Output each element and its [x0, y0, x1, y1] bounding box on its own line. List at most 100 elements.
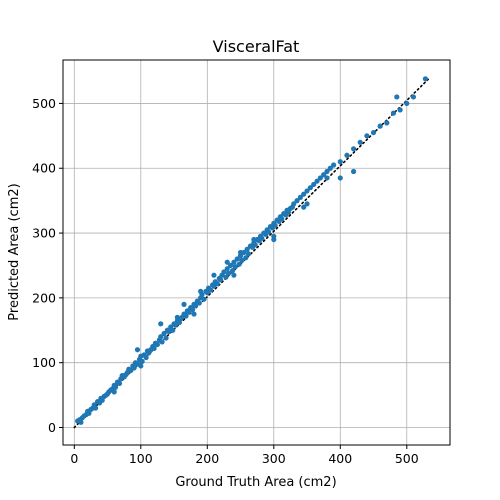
- data-point: [314, 178, 320, 184]
- data-point: [224, 266, 230, 272]
- y-tick-label: 400: [32, 161, 56, 176]
- y-tick-label: 0: [48, 420, 56, 435]
- data-point: [304, 201, 310, 207]
- data-point: [327, 165, 333, 171]
- data-point: [198, 288, 204, 294]
- x-tick-label: 200: [195, 451, 219, 466]
- data-point: [163, 335, 169, 341]
- data-point: [151, 345, 157, 352]
- data-point: [161, 330, 167, 337]
- data-point: [265, 229, 272, 235]
- data-point: [111, 389, 117, 395]
- y-tick-label: 300: [32, 226, 56, 241]
- data-point: [170, 327, 176, 333]
- data-point: [208, 287, 214, 293]
- y-tick-label: 500: [32, 96, 56, 111]
- data-point: [138, 363, 144, 369]
- data-point: [350, 168, 357, 175]
- plot-frame: [62, 59, 451, 446]
- data-point: [186, 309, 192, 315]
- x-tick-label: 300: [262, 451, 286, 466]
- x-tick-label: 100: [129, 451, 153, 466]
- data-point: [301, 191, 307, 197]
- data-point: [364, 133, 370, 139]
- data-point: [344, 152, 350, 158]
- chart-title: VisceralFat: [213, 37, 300, 56]
- data-point: [236, 261, 242, 267]
- data-point: [134, 347, 141, 353]
- data-point: [304, 188, 310, 194]
- data-point: [158, 334, 164, 340]
- data-point: [243, 255, 249, 261]
- data-point: [192, 303, 198, 309]
- data-point: [221, 269, 227, 275]
- data-point: [183, 313, 189, 319]
- data-point: [321, 172, 327, 178]
- x-axis-label: Ground Truth Area (cm2): [175, 475, 336, 490]
- data-point: [245, 251, 252, 257]
- data-point: [196, 300, 202, 306]
- data-point: [231, 272, 237, 278]
- data-point: [217, 277, 224, 283]
- data-point: [324, 168, 330, 175]
- data-point: [272, 222, 278, 228]
- data-point: [390, 110, 397, 116]
- data-point: [201, 296, 207, 302]
- data-point: [211, 272, 217, 278]
- y-tick-label: 100: [32, 355, 56, 370]
- grid: [63, 60, 450, 445]
- data-point: [190, 306, 196, 313]
- data-point: [294, 198, 300, 204]
- data-point: [251, 236, 257, 243]
- data-point: [337, 175, 343, 181]
- y-tick-label: 200: [32, 290, 56, 305]
- x-tick-label: 0: [70, 451, 78, 466]
- data-point: [307, 185, 313, 191]
- x-tick-label: 500: [395, 451, 419, 466]
- data-point: [277, 214, 284, 220]
- data-point: [317, 175, 323, 181]
- data-point: [181, 301, 187, 307]
- data-point: [284, 207, 290, 213]
- data-point: [223, 274, 229, 280]
- data-point: [271, 236, 277, 243]
- data-point: [116, 380, 123, 387]
- data-point: [239, 257, 245, 263]
- data-point: [350, 146, 357, 152]
- data-point: [384, 120, 390, 126]
- data-point: [121, 373, 127, 379]
- data-point: [297, 194, 303, 201]
- data-point: [78, 419, 84, 425]
- data-point: [214, 281, 220, 287]
- data-point: [234, 256, 240, 262]
- data-point: [252, 242, 258, 248]
- data-point: [174, 314, 180, 320]
- data-point: [224, 259, 230, 265]
- data-point: [357, 139, 363, 145]
- data-point: [301, 204, 307, 210]
- data-point: [154, 341, 161, 348]
- data-point: [377, 123, 383, 129]
- data-point: [159, 339, 165, 345]
- data-point: [99, 397, 105, 403]
- data-point: [92, 405, 99, 411]
- data-point: [112, 384, 119, 390]
- data-point: [311, 181, 317, 188]
- data-point: [86, 410, 92, 416]
- data-point: [191, 311, 197, 317]
- data-point: [244, 246, 250, 252]
- data-point: [143, 354, 149, 361]
- data-point: [225, 270, 232, 276]
- data-point: [172, 322, 178, 328]
- data-point: [397, 107, 403, 113]
- data-point: [237, 249, 244, 256]
- data-point: [158, 321, 164, 327]
- x-tick-label: 400: [328, 451, 352, 466]
- data-point: [229, 268, 236, 274]
- data-point: [139, 358, 145, 364]
- data-point: [331, 162, 337, 168]
- data-point: [131, 365, 137, 371]
- data-point: [164, 327, 170, 333]
- data-point: [259, 235, 265, 241]
